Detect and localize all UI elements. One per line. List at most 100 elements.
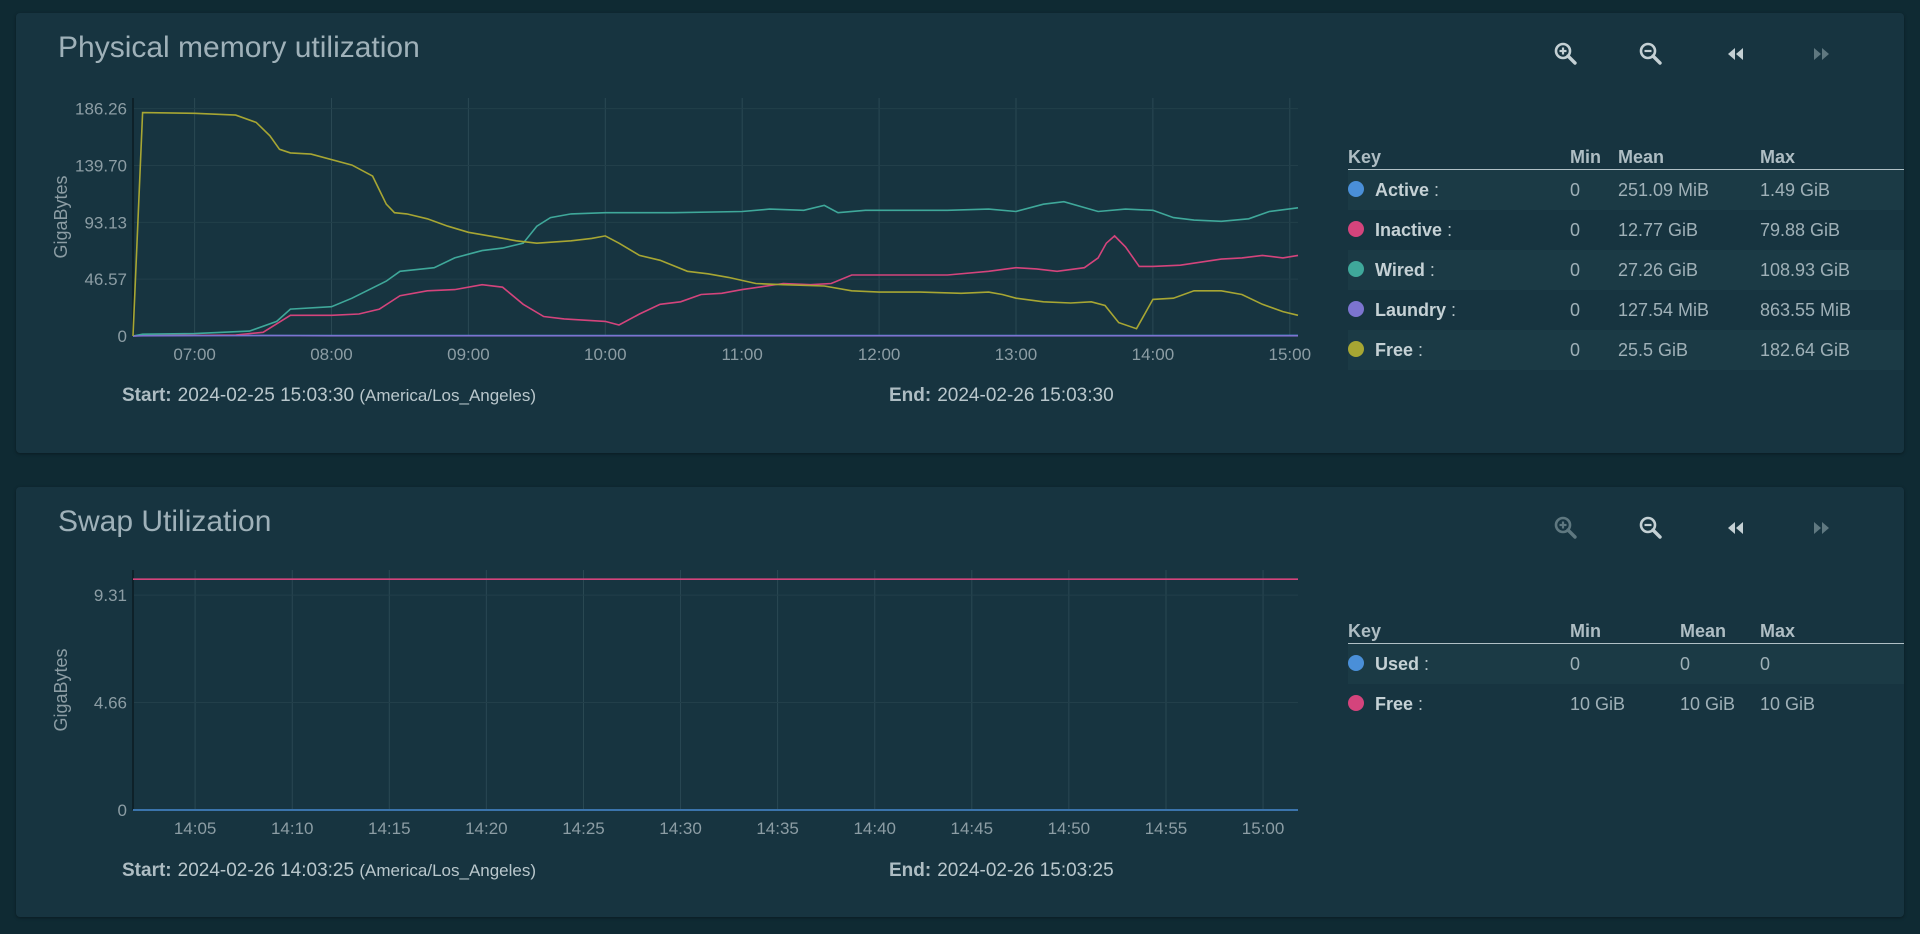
x-tick-label: 14:25 (562, 819, 605, 838)
legend-min: 10 GiB (1570, 694, 1626, 714)
x-tick-label: 09:00 (447, 345, 490, 364)
series-color-dot (1348, 695, 1364, 711)
zoom-in-icon[interactable] (1551, 513, 1581, 543)
legend-sep: : (1451, 300, 1457, 320)
swap-panel-title: Swap Utilization (58, 505, 272, 538)
legend-max: 182.64 GiB (1760, 340, 1851, 360)
x-tick-label: 14:10 (271, 819, 314, 838)
x-tick-label: 14:00 (1132, 345, 1175, 364)
zoom-out-icon[interactable] (1636, 39, 1666, 69)
y-tick-label: 9.31 (94, 586, 127, 605)
x-tick-label: 15:00 (1242, 819, 1285, 838)
legend-mean: 127.54 MiB (1618, 300, 1710, 320)
legend-max: 0 (1760, 654, 1771, 674)
legend-row-inactive[interactable]: Inactive : 0 12.77 GiB 79.88 GiB (1348, 210, 1904, 250)
x-tick-label: 10:00 (584, 345, 627, 364)
series-color-dot (1348, 655, 1364, 671)
rewind-icon[interactable] (1721, 513, 1751, 543)
swap-legend: Key Min Mean Max Used : 0 0 0 Free : 10 … (1348, 617, 1904, 724)
x-tick-label: 15:00 (1269, 345, 1312, 364)
swap-toolbar (1551, 513, 1891, 543)
legend-sep: : (1429, 260, 1435, 280)
y-tick-label: 4.66 (94, 693, 127, 712)
x-tick-label: 13:00 (995, 345, 1038, 364)
legend-header-max: Max (1760, 621, 1796, 641)
series-color-dot (1348, 221, 1364, 237)
legend-header-mean: Mean (1618, 147, 1665, 167)
legend-row-used[interactable]: Used : 0 0 0 (1348, 644, 1904, 684)
y-tick-label: 93.13 (84, 213, 127, 232)
legend-mean: 251.09 MiB (1618, 180, 1710, 200)
zoom-out-icon[interactable] (1636, 513, 1666, 543)
x-tick-label: 14:50 (1048, 819, 1091, 838)
swap-chart-svg: 14:05 14:10 14:15 14:20 14:25 14:30 14:35 14:40… (51, 570, 1298, 838)
legend-min: 0 (1570, 340, 1581, 360)
legend-name: Wired (1375, 260, 1425, 280)
x-tick-label: 14:15 (368, 819, 411, 838)
legend-row-free[interactable]: Free : 0 25.5 GiB 182.64 GiB (1348, 330, 1904, 370)
series-line-free[interactable] (132, 111, 1299, 337)
x-tick-label: 14:20 (465, 819, 508, 838)
legend-mean: 27.26 GiB (1618, 260, 1699, 280)
legend-header-max: Max (1760, 147, 1796, 167)
legend-row-active[interactable]: Active : 0 251.09 MiB 1.49 GiB (1348, 170, 1904, 210)
legend-mean: 0 (1680, 654, 1691, 674)
series-color-dot (1348, 301, 1364, 317)
legend-sep: : (1418, 694, 1424, 714)
fast-forward-icon[interactable] (1806, 39, 1836, 69)
swap-panel: Swap Utilization 14:05 14:10 14:15 14:20 14:… (16, 487, 1904, 917)
series-line-inactive[interactable] (132, 234, 1299, 337)
legend-sep: : (1418, 340, 1424, 360)
legend-min: 0 (1570, 300, 1581, 320)
y-tick-label: 139.70 (75, 156, 127, 175)
legend-mean: 12.77 GiB (1618, 220, 1699, 240)
start-value: 2024-02-26 14:03:25 (177, 860, 355, 881)
y-tick-label: 186.26 (75, 100, 127, 119)
legend-rows: Used : 0 0 0 Free : 10 GiB 10 GiB 10 GiB (1348, 644, 1904, 724)
legend-max: 108.93 GiB (1760, 260, 1851, 280)
legend-row-wired[interactable]: Wired : 0 27.26 GiB 108.93 GiB (1348, 250, 1904, 290)
zoom-in-icon[interactable] (1551, 39, 1581, 69)
legend-min: 0 (1570, 260, 1581, 280)
legend-header-key: Key (1348, 621, 1382, 641)
legend-sep: : (1424, 654, 1430, 674)
swap-start-range: Start: 2024-02-26 14:03:25 (America/Los_A… (122, 860, 536, 882)
timezone-label: (America/Los_Angeles) (359, 861, 537, 880)
x-tick-label: 07:00 (173, 345, 216, 364)
y-axis-title: GigaBytes (51, 175, 71, 258)
legend-max: 10 GiB (1760, 694, 1816, 714)
legend-header-min: Min (1570, 621, 1601, 641)
legend-name: Free (1375, 340, 1414, 360)
x-tick-label: 08:00 (310, 345, 353, 364)
memory-toolbar (1551, 39, 1891, 69)
x-tick-label: 14:40 (853, 819, 896, 838)
end-label: End: (889, 860, 932, 881)
x-tick-label: 12:00 (858, 345, 901, 364)
legend-min: 0 (1570, 654, 1581, 674)
legend-min: 0 (1570, 220, 1581, 240)
series-color-dot (1348, 181, 1364, 197)
legend-header-key: Key (1348, 147, 1382, 167)
memory-panel: Physical memory utilization 07:00 08:00 09… (16, 13, 1904, 453)
x-tick-label: 14:30 (659, 819, 702, 838)
legend-row-laundry[interactable]: Laundry : 0 127.54 MiB 863.55 MiB (1348, 290, 1904, 330)
y-axis-title: GigaBytes (51, 648, 71, 731)
legend-name: Active (1375, 180, 1430, 200)
legend-row-free[interactable]: Free : 10 GiB 10 GiB 10 GiB (1348, 684, 1904, 724)
memory-chart-svg: 07:00 08:00 09:00 10:00 11:00 12:00 13:00 14:00… (51, 98, 1312, 364)
memory-legend: Key Min Mean Max Active : 0 251.09 MiB 1… (1348, 143, 1904, 370)
legend-name: Used (1375, 654, 1420, 674)
start-label: Start: (122, 860, 172, 881)
start-label: Start: (122, 385, 172, 406)
fast-forward-icon[interactable] (1806, 513, 1836, 543)
y-tick-label: 46.57 (84, 270, 127, 289)
legend-name: Inactive (1375, 220, 1443, 240)
legend-sep: : (1434, 180, 1440, 200)
rewind-icon[interactable] (1721, 39, 1751, 69)
x-tick-label: 11:00 (722, 345, 763, 364)
legend-header: Key Min Mean Max (1348, 617, 1904, 644)
legend-max: 863.55 MiB (1760, 300, 1852, 320)
y-tick-label: 0 (118, 327, 127, 346)
series-line-wired[interactable] (132, 200, 1299, 337)
legend-rows: Active : 0 251.09 MiB 1.49 GiB Inactive … (1348, 170, 1904, 370)
